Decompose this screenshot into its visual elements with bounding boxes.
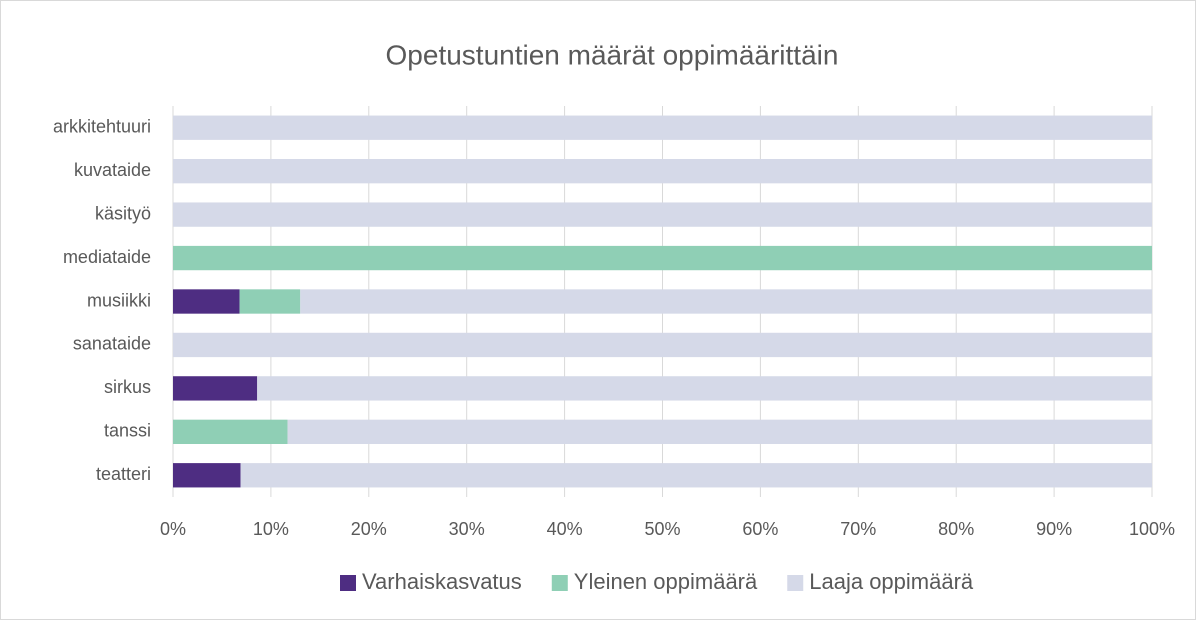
bar-segment [173,419,288,444]
bar-segment [287,419,1153,444]
x-tick-label: 100% [1129,519,1175,539]
legend-label: Varhaiskasvatus [362,569,522,594]
x-tick-label: 30% [449,519,485,539]
legend-label: Laaja oppimäärä [809,569,974,594]
x-tick-label: 70% [840,519,876,539]
y-tick-label: mediataide [63,247,151,267]
bar-segment [240,463,1152,488]
bar-segment [257,376,1153,401]
x-tick-label: 90% [1036,519,1072,539]
legend-swatch [551,575,568,591]
x-tick-label: 0% [160,519,186,539]
x-tick-label: 60% [742,519,778,539]
bar-segment [173,289,240,314]
x-tick-label: 40% [547,519,583,539]
y-tick-label: teatteri [96,464,151,484]
bar-segment [300,289,1152,314]
legend-swatch [787,575,804,591]
y-tick-label: tanssi [104,421,151,441]
bar-segment [173,245,1152,271]
y-tick-label: sirkus [104,377,151,397]
y-tick-label: sanataide [73,334,151,354]
bar-segment [173,463,241,488]
y-tick-label: käsityö [95,203,151,223]
y-tick-label: musiikki [87,290,151,310]
x-tick-label: 80% [938,519,974,539]
x-tick-label: 20% [351,519,387,539]
bar-segment [173,202,1152,227]
y-tick-label: arkkitehtuuri [53,116,151,136]
legend-swatch [340,575,356,591]
bar-segment [173,115,1152,140]
bar-segment [173,332,1152,358]
bar-segment [173,376,258,401]
y-tick-label: kuvataide [74,160,151,180]
x-tick-label: 50% [644,519,680,539]
bar-segment [239,289,301,314]
chart-title: Opetustuntien määrät oppimäärittäin [386,39,839,70]
legend-label: Yleinen oppimäärä [574,569,758,594]
bar-segment [173,159,1152,184]
x-tick-label: 10% [253,519,289,539]
